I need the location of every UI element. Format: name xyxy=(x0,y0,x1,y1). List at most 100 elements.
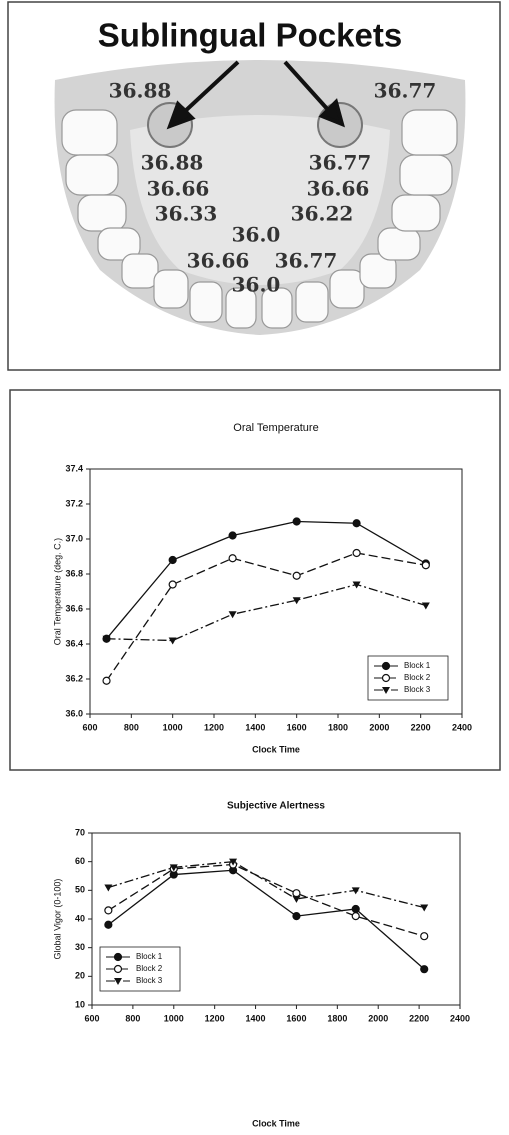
temperature-label: 36.77 xyxy=(275,249,338,273)
plot-area xyxy=(89,468,463,715)
y-tick-label: 36.0 xyxy=(65,708,83,718)
y-tick-label: 37.4 xyxy=(65,463,83,473)
x-tick-label: 1400 xyxy=(246,1013,266,1023)
y-tick-label: 37.0 xyxy=(65,533,83,543)
x-tick-label: 1600 xyxy=(287,722,307,732)
y-tick-label: 70 xyxy=(75,827,85,837)
marker xyxy=(421,602,430,610)
legend-marker xyxy=(381,661,391,671)
x-tick-label: 2200 xyxy=(409,1013,429,1023)
x-axis-label: Clock Time xyxy=(252,1118,300,1128)
temperature-label: 36.88 xyxy=(109,79,172,103)
x-axis-label: Clock Time xyxy=(252,744,300,754)
y-tick-label: 50 xyxy=(75,885,85,895)
temperature-label: 36.22 xyxy=(291,202,354,226)
legend-marker xyxy=(382,687,390,694)
y-axis-label: Oral Temperature (deg. C.) xyxy=(52,538,62,645)
legend-marker xyxy=(381,673,391,683)
marker xyxy=(292,889,301,898)
legend-marker xyxy=(113,964,123,974)
x-tick-label: 2000 xyxy=(369,722,389,732)
temperature-label: 36.77 xyxy=(309,151,372,175)
marker xyxy=(102,635,111,643)
legend-label: Block 2 xyxy=(404,673,431,682)
chart-title: Oral Temperature xyxy=(233,422,318,434)
marker xyxy=(168,637,177,645)
temperature-label: 36.66 xyxy=(187,249,250,273)
x-tick-label: 1000 xyxy=(164,1013,184,1023)
y-tick-label: 37.2 xyxy=(65,498,83,508)
x-tick-label: 600 xyxy=(82,722,97,732)
chart-title: Subjective Alertness xyxy=(227,801,325,812)
x-tick-label: 1800 xyxy=(328,722,348,732)
x-tick-label: 1200 xyxy=(205,1013,225,1023)
x-tick-label: 800 xyxy=(125,1013,140,1023)
temperature-label: 36.77 xyxy=(374,79,437,103)
marker xyxy=(351,887,360,895)
y-tick-label: 36.4 xyxy=(65,638,83,648)
y-tick-label: 40 xyxy=(75,913,85,923)
marker xyxy=(228,531,237,540)
temperature-label: 36.66 xyxy=(307,177,370,201)
series-line xyxy=(106,520,427,640)
marker xyxy=(292,517,301,526)
legend-label: Block 1 xyxy=(404,661,431,670)
arrows xyxy=(166,60,345,130)
marker xyxy=(292,571,301,580)
marker xyxy=(420,932,429,941)
x-tick-label: 800 xyxy=(124,722,139,732)
marker xyxy=(169,864,178,872)
x-tick-label: 2200 xyxy=(411,722,431,732)
marker xyxy=(292,895,301,903)
series-line xyxy=(105,552,426,682)
marker xyxy=(420,965,429,974)
marker xyxy=(352,548,361,558)
legend-label: Block 1 xyxy=(136,952,163,961)
marker xyxy=(292,597,301,605)
x-tick-label: 1400 xyxy=(245,722,265,732)
marker xyxy=(104,884,113,892)
y-tick-label: 60 xyxy=(75,856,85,866)
y-axis-label: Global Vigor (0-100) xyxy=(52,879,62,960)
y-tick-label: 36.8 xyxy=(65,568,83,578)
legend-label: Block 3 xyxy=(404,685,431,694)
y-tick-label: 36.6 xyxy=(65,603,83,613)
marker xyxy=(351,904,360,914)
marker xyxy=(104,906,113,915)
y-tick-label: 20 xyxy=(75,971,85,981)
marker xyxy=(352,581,361,589)
x-tick-label: 1800 xyxy=(327,1013,347,1023)
temperature-label: 36.88 xyxy=(141,151,204,175)
x-tick-label: 2400 xyxy=(452,722,472,732)
marker xyxy=(229,858,238,866)
marker xyxy=(351,912,360,921)
marker xyxy=(352,519,361,528)
marker xyxy=(228,554,237,563)
x-tick-label: 2000 xyxy=(368,1013,388,1023)
temperature-label: 36.66 xyxy=(147,177,210,201)
marker xyxy=(168,555,177,565)
teeth xyxy=(61,109,458,329)
series-line xyxy=(108,863,425,937)
marker xyxy=(228,611,237,619)
temperature-label: 36.0 xyxy=(232,223,281,247)
marker xyxy=(292,912,301,921)
x-tick-label: 1200 xyxy=(204,722,224,732)
tongue-area xyxy=(130,115,390,285)
marker xyxy=(168,580,177,589)
x-tick-label: 1000 xyxy=(163,722,183,732)
marker xyxy=(421,561,430,570)
temperature-label: 36.0 xyxy=(232,273,281,297)
temperature-label: 36.33 xyxy=(155,202,218,226)
legend-label: Block 3 xyxy=(136,976,163,985)
x-tick-label: 1600 xyxy=(286,1013,306,1023)
legend-marker xyxy=(113,952,123,962)
marker xyxy=(102,676,111,685)
legend-marker xyxy=(114,978,122,985)
y-tick-label: 30 xyxy=(75,942,85,952)
series-line xyxy=(106,583,427,642)
x-tick-label: 600 xyxy=(84,1013,99,1023)
y-tick-label: 10 xyxy=(75,999,85,1009)
series-line xyxy=(108,860,425,909)
